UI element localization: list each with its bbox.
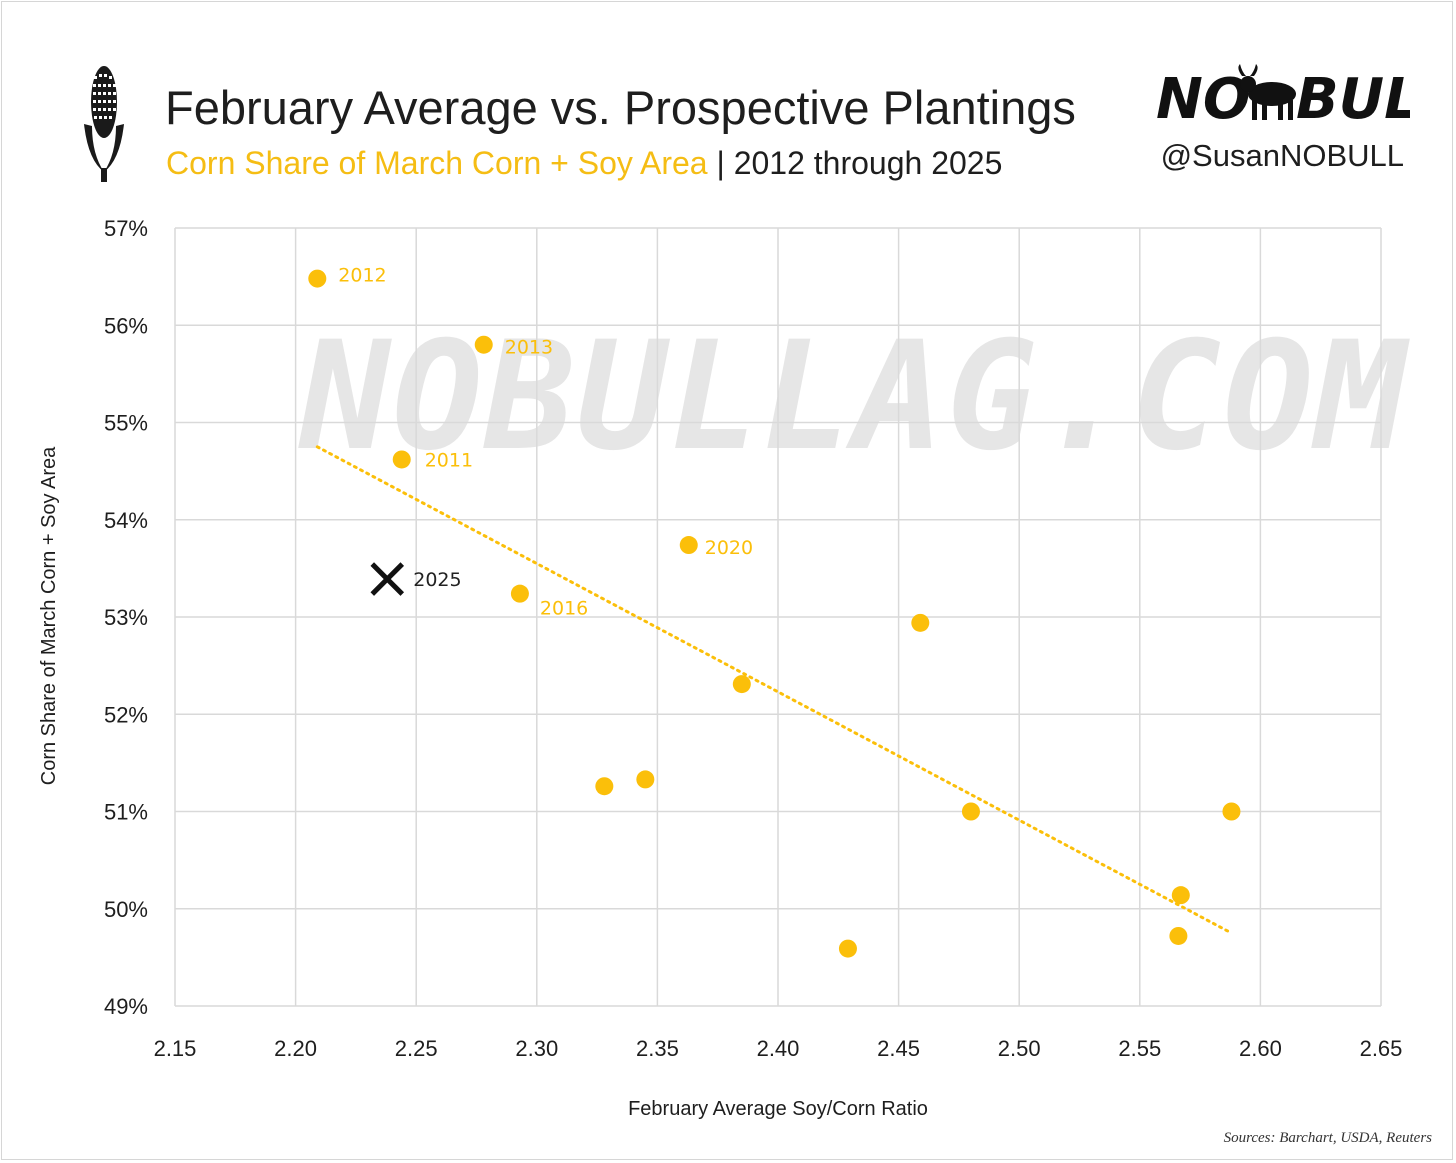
data-point bbox=[679, 536, 698, 555]
trendline bbox=[315, 445, 1233, 935]
data-points bbox=[308, 269, 1241, 958]
x-tick-label: 2.20 bbox=[274, 1036, 317, 1061]
author-handle: @SusanNOBULL bbox=[1160, 138, 1404, 173]
data-point bbox=[595, 777, 614, 796]
data-point bbox=[911, 613, 930, 632]
subtitle-accent: Corn Share of March Corn + Soy Area bbox=[166, 145, 708, 181]
trendline-path bbox=[315, 445, 1233, 935]
data-point bbox=[961, 802, 980, 821]
highlight-label: 2025 bbox=[413, 569, 461, 591]
y-tick-label: 50% bbox=[104, 897, 148, 922]
x-axis-title: February Average Soy/Corn Ratio bbox=[628, 1098, 928, 1120]
x-axis-ticks: 2.15 2.20 2.25 2.30 2.35 2.40 2.45 2.50 2.55 2.60… bbox=[154, 1036, 1403, 1061]
data-point bbox=[1222, 802, 1241, 821]
y-axis-ticks: 49% 50% 51% 52% 53% 54% 55% 56% 57% bbox=[104, 216, 148, 1019]
x-tick-label: 2.15 bbox=[154, 1036, 197, 1061]
y-tick-label: 56% bbox=[104, 313, 148, 338]
y-tick-label: 49% bbox=[104, 994, 148, 1019]
x-tick-label: 2.60 bbox=[1239, 1036, 1282, 1061]
data-point bbox=[392, 450, 411, 469]
source-note: Sources: Barchart, USDA, Reuters bbox=[1223, 1130, 1432, 1146]
highlight-2025: 2025 bbox=[370, 562, 462, 596]
data-point bbox=[1171, 886, 1190, 905]
point-label: 2020 bbox=[705, 537, 753, 559]
point-label: 2012 bbox=[338, 265, 386, 287]
chart-grid bbox=[174, 227, 1382, 1007]
data-point bbox=[732, 675, 751, 694]
y-tick-label: 52% bbox=[104, 702, 148, 727]
x-tick-label: 2.45 bbox=[877, 1036, 920, 1061]
chart-subtitle: Corn Share of March Corn + Soy Area | 20… bbox=[166, 145, 1002, 182]
y-tick-label: 54% bbox=[104, 508, 148, 533]
bull-icon bbox=[1238, 64, 1296, 120]
y-tick-label: 53% bbox=[104, 605, 148, 630]
data-point bbox=[474, 335, 493, 354]
x-marker-stroke bbox=[370, 562, 405, 596]
x-tick-label: 2.55 bbox=[1118, 1036, 1161, 1061]
data-point bbox=[308, 269, 327, 288]
x-tick-label: 2.30 bbox=[515, 1036, 558, 1061]
data-point bbox=[838, 939, 857, 958]
point-label: 2013 bbox=[505, 337, 553, 359]
x-tick-label: 2.65 bbox=[1360, 1036, 1403, 1061]
x-tick-label: 2.35 bbox=[636, 1036, 679, 1061]
subtitle-range: 2012 through 2025 bbox=[733, 145, 1003, 181]
x-tick-label: 2.40 bbox=[757, 1036, 800, 1061]
y-tick-label: 51% bbox=[104, 800, 148, 825]
nobull-logo: NO BULL bbox=[1156, 64, 1410, 132]
point-label: 2016 bbox=[540, 598, 588, 620]
svg-text:NO: NO bbox=[1156, 67, 1250, 132]
data-point bbox=[636, 770, 655, 789]
y-tick-label: 57% bbox=[104, 216, 148, 241]
corn-icon bbox=[84, 66, 124, 182]
data-point bbox=[1169, 926, 1188, 945]
x-tick-label: 2.25 bbox=[395, 1036, 438, 1061]
svg-text:BULL: BULL bbox=[1296, 67, 1410, 132]
page-title: February Average vs. Prospective Plantin… bbox=[165, 81, 1076, 134]
point-label: 2011 bbox=[425, 449, 473, 471]
data-point bbox=[510, 584, 529, 603]
x-tick-label: 2.50 bbox=[998, 1036, 1041, 1061]
subtitle-separator: | bbox=[707, 145, 734, 181]
y-axis-title: Corn Share of March Corn + Soy Area bbox=[38, 446, 60, 785]
point-labels: 2012 2013 2011 2020 2016 bbox=[338, 265, 753, 620]
y-tick-label: 55% bbox=[104, 411, 148, 436]
